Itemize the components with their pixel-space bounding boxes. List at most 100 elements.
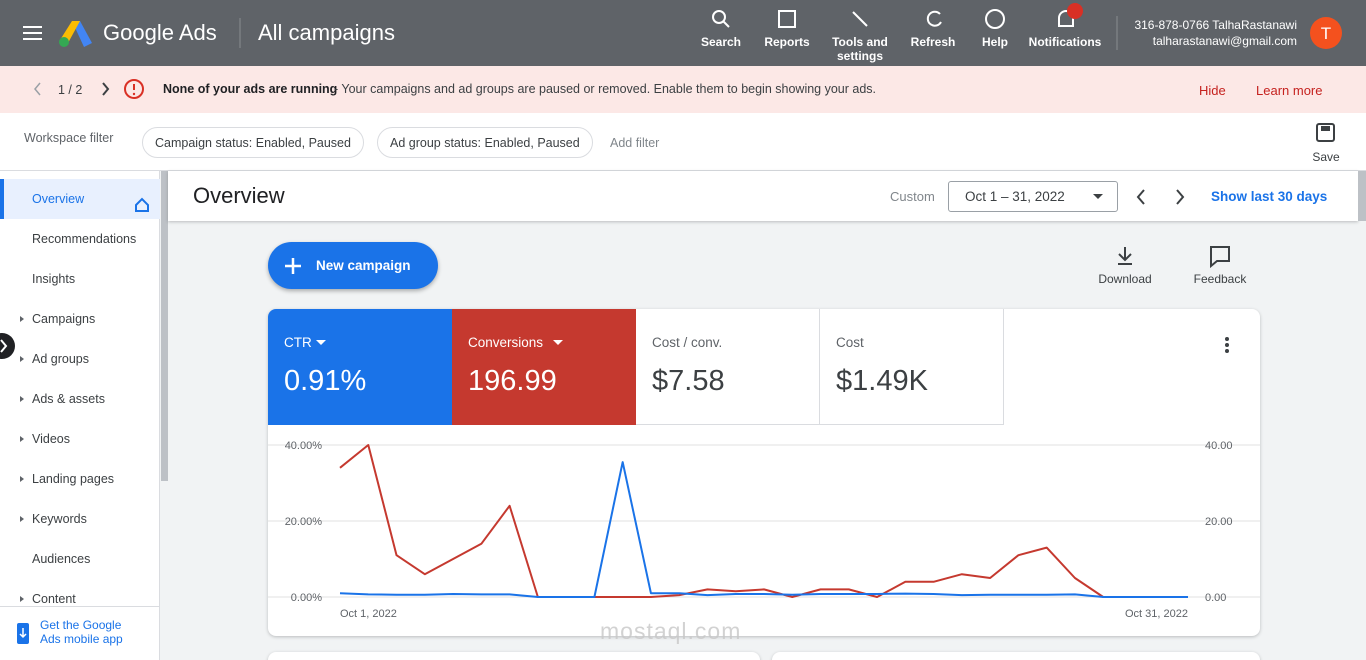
metric-tile[interactable]	[820, 309, 1004, 425]
dropdown-arrow[interactable]	[316, 340, 326, 345]
more-menu[interactable]	[1222, 336, 1232, 356]
metric-label: Cost	[836, 335, 864, 350]
menu-icon[interactable]	[23, 26, 42, 40]
app-promo[interactable]: Ads mobile app	[40, 632, 123, 646]
save-icon[interactable]	[1316, 123, 1336, 143]
sidebar-item[interactable]: Ads & assets	[32, 392, 105, 406]
metric-label: Cost / conv.	[652, 335, 723, 350]
alert-icons	[34, 79, 144, 99]
metric-tile[interactable]	[636, 309, 820, 425]
expand-arrow[interactable]	[20, 516, 24, 522]
series-line	[339, 461, 1188, 598]
scrollbar	[161, 171, 168, 481]
add-filter[interactable]: Add filter	[610, 136, 660, 150]
metric-value: $7.58	[652, 365, 725, 397]
account-email: talharastanawi@gmail.com	[1152, 34, 1297, 48]
sidebar-icons	[0, 197, 149, 359]
save-outline	[1316, 123, 1335, 142]
y2-tick-label: 40.00	[1205, 440, 1233, 452]
notification-badge	[1067, 3, 1083, 19]
selected-item-bg	[0, 179, 160, 219]
filter-chip[interactable]: Ad group status: Enabled, Paused	[377, 127, 593, 158]
reports-icon	[778, 10, 796, 28]
sidebar-item[interactable]: Ad groups	[32, 352, 89, 366]
nav-item[interactable]: Tools and settings	[832, 35, 888, 63]
expand-arrow[interactable]	[20, 396, 24, 402]
sidebar-item[interactable]: Recommendations	[32, 232, 137, 246]
search-icon	[722, 20, 730, 28]
filter-chip[interactable]: Campaign status: Enabled, Paused	[142, 127, 364, 158]
expand-arrow[interactable]	[20, 316, 24, 322]
download-label[interactable]: Download	[1098, 272, 1152, 286]
expand-arrow[interactable]	[20, 436, 24, 442]
expand-arrow[interactable]	[20, 356, 24, 362]
sidebar-item[interactable]: Insights	[32, 272, 76, 286]
refresh-icon	[926, 10, 942, 27]
sidebar-item[interactable]: Audiences	[32, 552, 91, 566]
metric-value: 0.91%	[284, 365, 367, 397]
y2-tick-label: 0.00	[1205, 592, 1226, 604]
download-icon[interactable]	[1118, 247, 1132, 265]
metric-tile[interactable]	[452, 309, 636, 425]
expand-arrow[interactable]	[20, 596, 24, 602]
y2-tick-label: 20.00	[1205, 516, 1233, 528]
collapse-button[interactable]	[0, 333, 15, 359]
plus	[285, 258, 301, 274]
prev-arrow[interactable]	[34, 82, 41, 96]
sidebar-item[interactable]: Landing pages	[32, 472, 115, 486]
save-label[interactable]: Save	[1312, 150, 1340, 164]
feedback-label[interactable]: Feedback	[1193, 272, 1247, 286]
dot	[1225, 337, 1229, 341]
dot	[1225, 349, 1229, 353]
logo	[59, 21, 92, 47]
collapse-arrow	[0, 339, 8, 353]
sidebar	[0, 171, 160, 660]
sidebar-item[interactable]: Keywords	[32, 512, 87, 526]
feedback-icon[interactable]	[1210, 246, 1230, 268]
phone-arrow	[19, 628, 27, 639]
alert-message: - Your campaigns and ad groups are pause…	[334, 82, 877, 96]
avatar[interactable]	[1310, 17, 1342, 49]
y-tick-label: 40.00%	[285, 440, 323, 452]
alert-action[interactable]: Hide	[1199, 83, 1226, 98]
nav-item[interactable]: Reports	[764, 35, 810, 49]
top-bar	[0, 0, 1366, 66]
next-period[interactable]	[1176, 189, 1185, 205]
header-icons	[23, 3, 1342, 50]
nav-item[interactable]: Search	[700, 35, 742, 49]
alert-headline: None of your ads are running	[163, 82, 338, 96]
next-arrow[interactable]	[102, 82, 110, 96]
date-label: Custom	[890, 189, 935, 204]
avatar-letter: T	[1320, 24, 1332, 43]
metric-tile[interactable]	[268, 309, 452, 425]
nav-item[interactable]: Refresh	[910, 35, 956, 49]
prev-period[interactable]	[1136, 189, 1145, 205]
page-title: All campaigns	[258, 20, 395, 45]
y-tick-label: 0.00%	[291, 592, 322, 604]
nav-item[interactable]: Help	[981, 35, 1009, 49]
sidebar-item[interactable]: Videos	[32, 432, 70, 446]
dot	[1225, 343, 1229, 347]
filter-label: Workspace filter	[24, 131, 114, 145]
nav-item[interactable]: Notifications	[1028, 35, 1102, 49]
dropdown-arrow[interactable]	[553, 340, 563, 345]
warning-icon	[124, 79, 144, 99]
main-scrollbar	[1358, 171, 1366, 221]
sidebar-item[interactable]: Campaigns	[32, 312, 96, 326]
home-icon	[135, 197, 149, 212]
filter-bar	[0, 113, 1366, 171]
metric-dropdowns	[316, 340, 563, 345]
expand-arrow[interactable]	[20, 476, 24, 482]
account-name: 316-878-0766 TalhaRastanawi	[1134, 18, 1297, 32]
sidebar-item[interactable]: Content	[32, 592, 76, 606]
nav-icons	[712, 9, 1074, 29]
app-promo[interactable]: Get the Google	[40, 618, 122, 632]
date-picker[interactable]	[948, 181, 1118, 212]
show-last[interactable]: Show last 30 days	[1211, 189, 1328, 204]
date-range: Oct 1 – 31, 2022	[965, 189, 1065, 204]
overview-title: Overview	[193, 183, 285, 208]
alert-action[interactable]: Learn more	[1256, 83, 1323, 98]
sidebar-item[interactable]: Overview	[32, 192, 85, 206]
